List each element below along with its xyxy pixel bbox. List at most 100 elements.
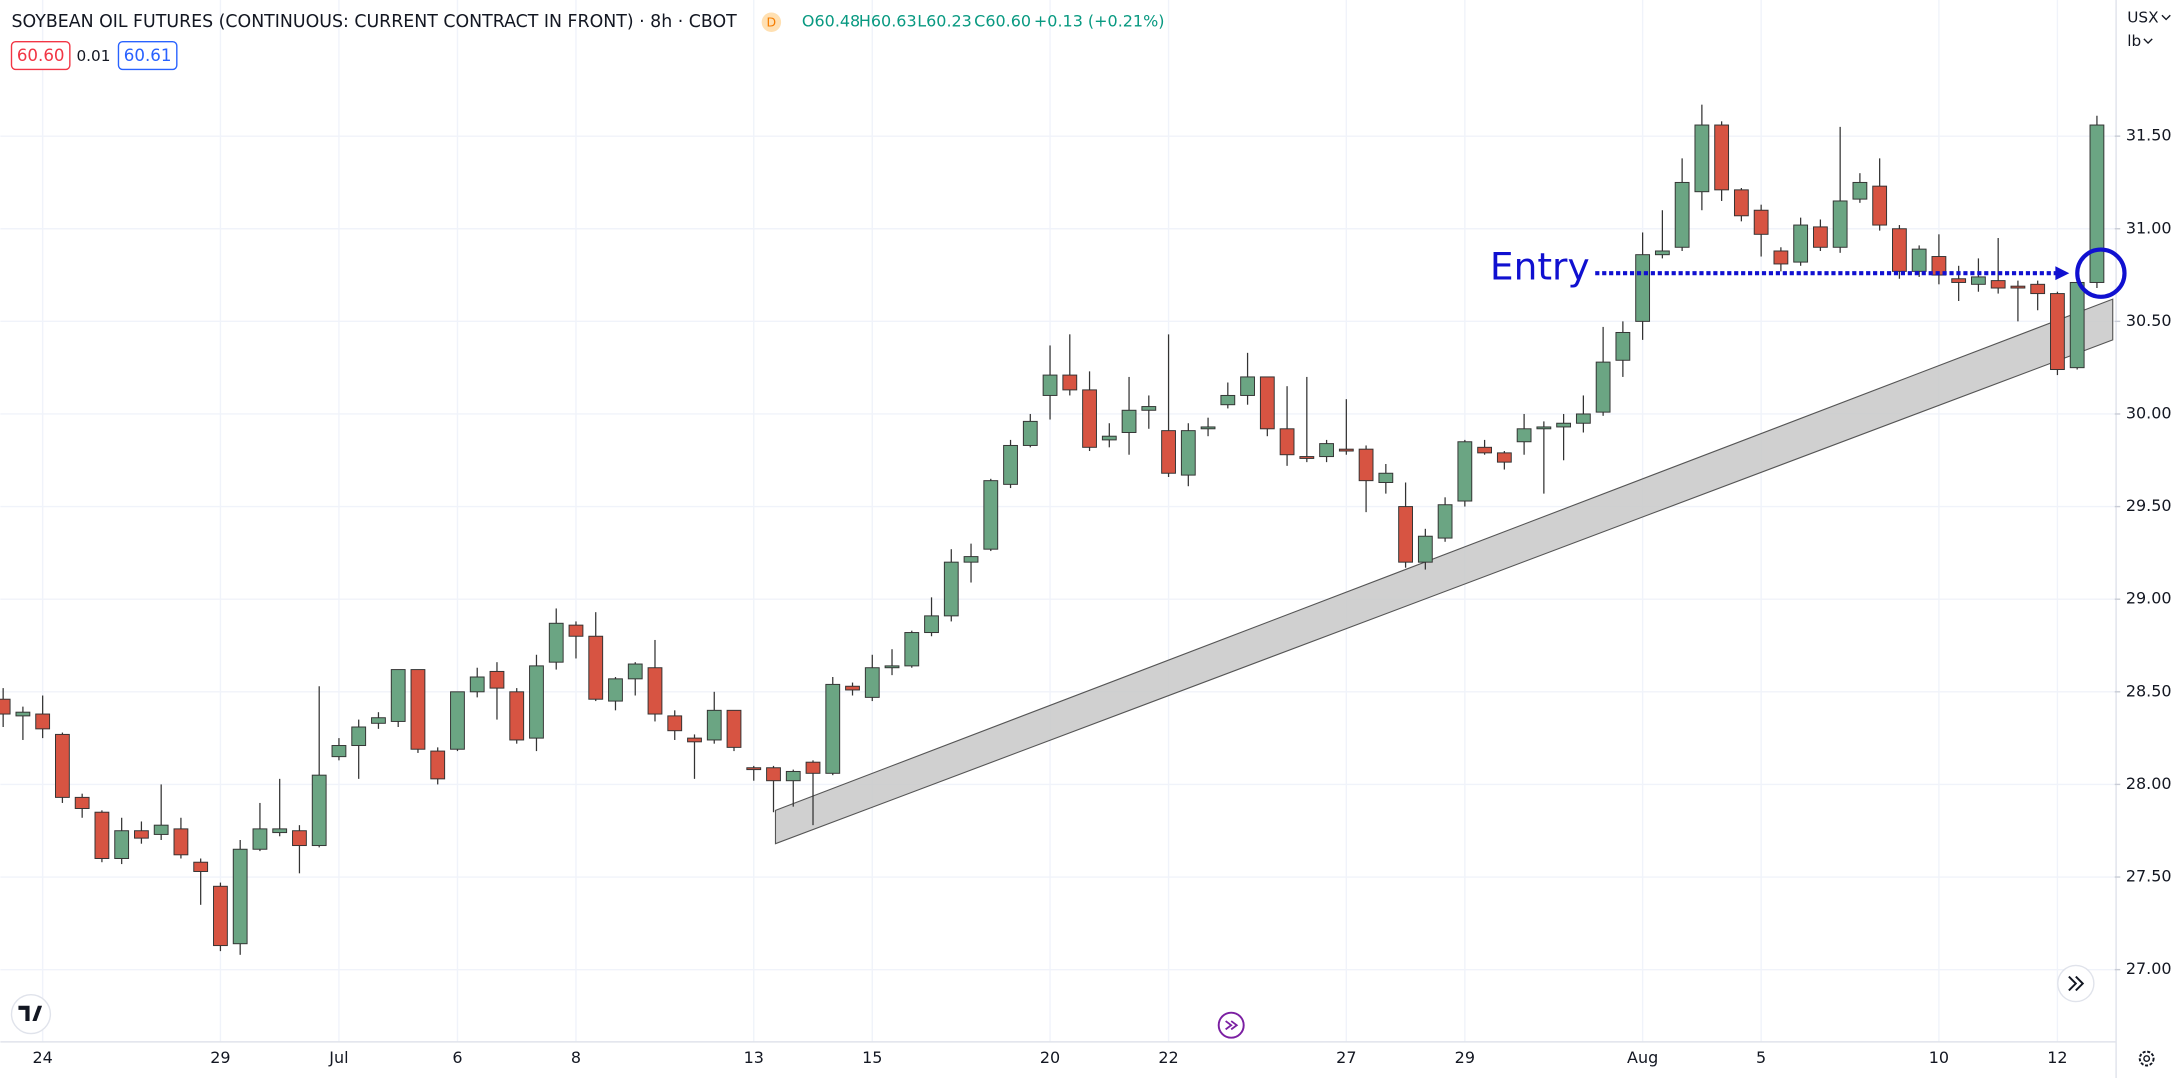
plot — [0, 104, 2114, 955]
candle-body — [766, 767, 781, 782]
y-tick-label: 28.50 — [2126, 681, 2172, 700]
x-tick-label: 8 — [571, 1048, 581, 1067]
candle-body — [1437, 504, 1453, 539]
candle-body — [1180, 430, 1196, 476]
candle-body — [390, 669, 406, 722]
candle-body — [1319, 443, 1334, 458]
candle-body — [785, 770, 801, 782]
candle-body — [1793, 224, 1809, 263]
ohlc-low: L60.23 — [917, 12, 972, 31]
candle-body — [1773, 250, 1789, 265]
candle-body — [0, 698, 11, 715]
x-tick-label: 20 — [1040, 1048, 1060, 1067]
candle-body — [1496, 452, 1512, 463]
candle-body — [647, 667, 663, 715]
candle-body — [627, 663, 643, 680]
candle-body — [272, 828, 288, 834]
candle-body — [1398, 506, 1413, 563]
candle-body — [548, 622, 564, 663]
candle-body — [1516, 428, 1532, 443]
candle-body — [74, 796, 90, 809]
candle-body — [1990, 280, 2006, 289]
currency-caret — [2161, 14, 2171, 21]
candle-body — [1951, 278, 1967, 283]
candle-body — [1536, 426, 1552, 430]
candle-body — [1457, 441, 1473, 502]
y-tick-label: 27.00 — [2126, 959, 2172, 978]
x-tick-label: 13 — [744, 1048, 764, 1067]
y-tick-label: 31.00 — [2126, 218, 2172, 237]
x-tick-label: 29 — [1455, 1048, 1475, 1067]
candle-body — [1635, 254, 1651, 322]
candle-body — [469, 676, 485, 693]
candle-body — [943, 561, 959, 617]
candle-body — [252, 828, 268, 850]
y-tick-label: 30.00 — [2126, 403, 2172, 422]
candle-body — [687, 737, 702, 743]
candle-body — [1595, 361, 1611, 413]
candle-body — [1022, 420, 1038, 446]
candle-body — [2089, 124, 2105, 283]
currency[interactable]: USX — [2127, 9, 2158, 27]
candle-body — [1141, 406, 1157, 411]
replay-icon[interactable] — [1217, 1011, 1245, 1039]
candle-body — [1753, 209, 1769, 235]
candle-body — [1615, 331, 1631, 361]
candle-body — [213, 885, 228, 947]
candle-body — [2069, 281, 2085, 369]
ask-price: 60.61 — [124, 46, 172, 65]
candle-body — [924, 615, 939, 634]
ohlc-change: +0.13 (+0.21%) — [1034, 12, 1165, 31]
candle-body — [1259, 376, 1275, 430]
candle-body — [1832, 200, 1848, 248]
unit[interactable]: lb — [2127, 32, 2141, 50]
channel — [774, 298, 2114, 845]
candle-body — [1872, 185, 1888, 226]
candle-body — [1674, 181, 1690, 248]
ohlc-close: C60.60 — [974, 12, 1031, 31]
settings-icon[interactable] — [2138, 1050, 2155, 1067]
x-tick-label: 15 — [862, 1048, 882, 1067]
x-tick-label: Aug — [1627, 1048, 1658, 1067]
y-tick-label: 30.50 — [2126, 311, 2172, 330]
candle-body — [331, 745, 347, 758]
bid-box[interactable] — [10, 40, 71, 71]
candle-body — [2030, 283, 2046, 295]
candle-body — [1338, 448, 1354, 452]
candle-body — [351, 726, 367, 747]
candle-body — [35, 713, 51, 730]
candle-body — [1714, 124, 1730, 191]
y-tick-label: 29.00 — [2126, 589, 2172, 608]
candle-body — [1852, 181, 1868, 200]
entry-arrow — [2055, 266, 2070, 281]
candle-body — [1240, 376, 1255, 396]
candle-body — [568, 624, 584, 637]
candle-body — [1200, 426, 1216, 430]
candle-body — [845, 685, 860, 691]
candle-body — [726, 709, 742, 748]
candle-body — [410, 669, 426, 750]
entry-circle — [2075, 247, 2127, 299]
y-tick-label: 28.00 — [2126, 774, 2172, 793]
candle-body — [608, 678, 623, 702]
candle-body — [1417, 535, 1433, 563]
candle-body — [1911, 248, 1927, 272]
candle-body — [1556, 422, 1572, 428]
candle-body — [805, 761, 821, 774]
candle-body — [94, 811, 110, 859]
interval-badge: D — [767, 14, 777, 29]
y-tick-label: 29.50 — [2126, 496, 2172, 515]
candle-body — [509, 691, 525, 741]
candle-body — [450, 691, 465, 750]
tv-logo[interactable] — [10, 993, 52, 1035]
x-tick-label: 10 — [1929, 1048, 1949, 1067]
x-tick-label: 22 — [1158, 1048, 1178, 1067]
candle-body — [1378, 472, 1394, 483]
candle-body — [1101, 435, 1117, 441]
scroll-right-button[interactable] — [2057, 964, 2095, 1003]
candle-body — [193, 861, 209, 872]
ohlc-open: O60.48 — [802, 12, 860, 31]
ask-box[interactable] — [117, 40, 178, 71]
spread: 0.01 — [76, 47, 110, 65]
